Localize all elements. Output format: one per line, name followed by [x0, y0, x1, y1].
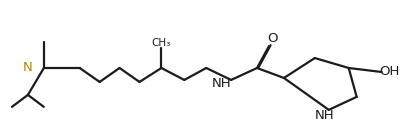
Text: O: O [268, 32, 278, 45]
Text: NH: NH [211, 77, 231, 90]
Text: OH: OH [379, 65, 400, 78]
Text: NH: NH [315, 109, 334, 122]
Text: CH₃: CH₃ [152, 38, 171, 48]
Text: N: N [23, 62, 33, 75]
